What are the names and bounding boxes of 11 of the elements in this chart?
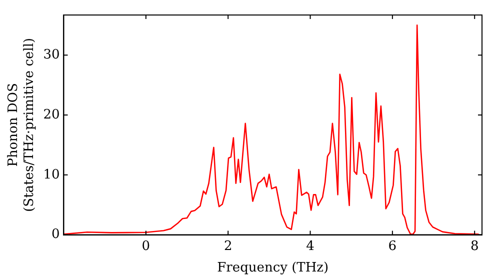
y-tick-label: 10 — [43, 167, 60, 182]
y-axis-title: Phonon DOS (States/THz·primitive cell) — [6, 38, 37, 212]
x-tick-label: 8 — [470, 238, 479, 254]
y-tick-label: 30 — [43, 48, 60, 62]
y-tick-label: 20 — [43, 107, 60, 122]
x-tick-label: 0 — [142, 238, 150, 254]
x-tick-label: 6 — [388, 238, 397, 254]
x-tick-label: 4 — [306, 238, 314, 254]
x-tick-label: 2 — [224, 238, 232, 254]
x-axis-title: Frequency (THz) — [217, 260, 329, 276]
y-tick-label: 0 — [51, 227, 60, 242]
